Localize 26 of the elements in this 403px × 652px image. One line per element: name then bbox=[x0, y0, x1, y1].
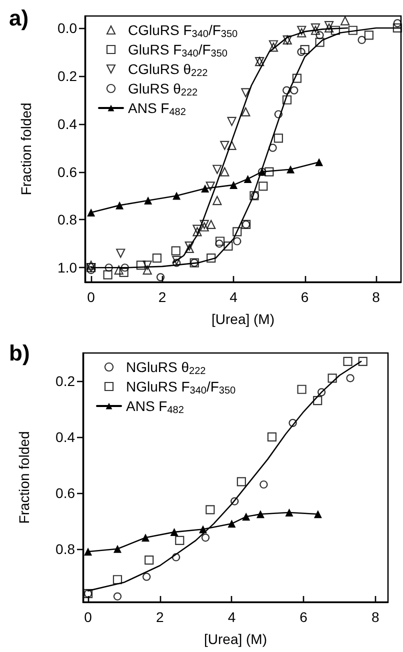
y-tick-label: 0.6 bbox=[56, 484, 76, 501]
y-tick-label: 0.8 bbox=[56, 540, 76, 557]
y-tick-label: 0.8 bbox=[58, 212, 78, 228]
x-tick-label: 8 bbox=[372, 289, 380, 305]
y-tick-label: 0.2 bbox=[58, 68, 78, 84]
x-tick-label: 2 bbox=[158, 289, 166, 305]
chart-title: b) bbox=[9, 340, 30, 366]
y-axis-title: Fraction folded bbox=[16, 431, 32, 524]
y-axis-title: Fraction folded bbox=[18, 102, 34, 196]
x-tick-label: 2 bbox=[156, 609, 164, 625]
x-axis-title: [Urea] (M) bbox=[212, 311, 274, 327]
x-tick-label: 8 bbox=[372, 609, 380, 625]
x-tick-label: 6 bbox=[300, 609, 308, 625]
y-tick-label: 0.2 bbox=[56, 372, 76, 389]
x-tick-label: 4 bbox=[228, 609, 236, 625]
y-tick-label: 0.4 bbox=[56, 428, 76, 445]
x-tick-label: 6 bbox=[300, 289, 309, 305]
y-tick-label: 1.0 bbox=[58, 260, 78, 276]
y-tick-label: 0.6 bbox=[58, 164, 78, 180]
y-tick-label: 0.0 bbox=[58, 20, 78, 36]
x-tick-label: 0 bbox=[87, 289, 96, 305]
chart-title: a) bbox=[9, 6, 29, 30]
x-tick-label: 4 bbox=[230, 289, 238, 305]
x-axis-title: [Urea] (M) bbox=[204, 631, 267, 647]
y-tick-label: 0.4 bbox=[58, 116, 78, 132]
x-tick-label: 0 bbox=[84, 609, 92, 625]
